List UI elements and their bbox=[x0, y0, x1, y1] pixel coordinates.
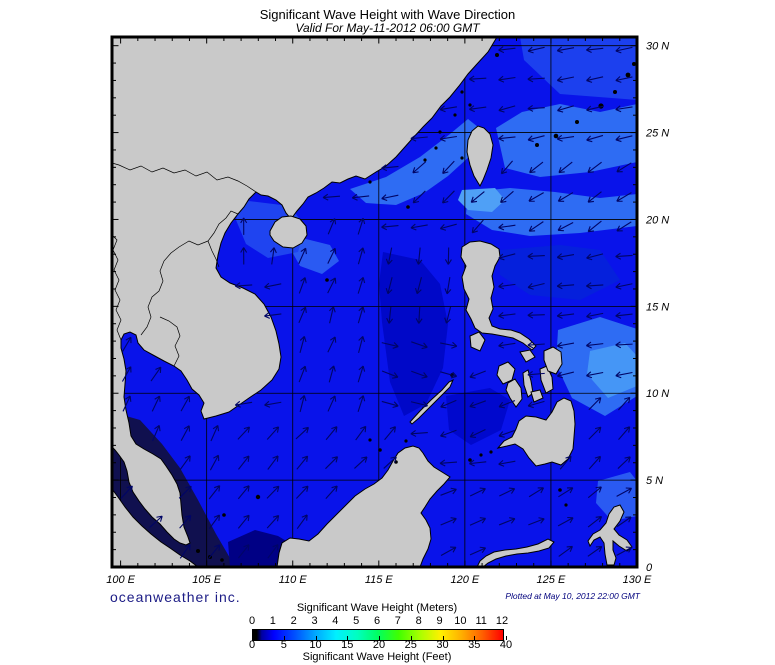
feet-tick-number: 0 bbox=[248, 639, 256, 651]
asia-mainland bbox=[111, 36, 498, 546]
meters-tick-number: 0 bbox=[248, 615, 256, 627]
meters-tick-number: 1 bbox=[269, 615, 276, 627]
samar-island bbox=[543, 346, 563, 375]
negros-island bbox=[505, 378, 523, 408]
sulawesi-island bbox=[476, 538, 555, 568]
lon-label: 115 E bbox=[365, 574, 394, 586]
land-layer bbox=[111, 36, 633, 568]
feet-tick-number: 30 bbox=[436, 639, 449, 651]
lon-label: 100 E bbox=[106, 574, 135, 586]
lat-label: 30 N bbox=[646, 41, 669, 53]
taiwan-island bbox=[466, 125, 494, 188]
lon-label: 120 E bbox=[450, 574, 479, 586]
lon-label: 125 E bbox=[537, 574, 566, 586]
axis-labels: 100 E 105 E 110 E 115 E 120 E 125 E 130 E0 5 N 1… bbox=[106, 41, 669, 586]
halmahera-island bbox=[587, 504, 633, 566]
lon-label: 110 E bbox=[279, 574, 308, 586]
valid-time-subtitle: Valid For May-11-2012 06:00 GMT bbox=[295, 21, 480, 35]
feet-tick-number: 10 bbox=[309, 639, 322, 651]
legend-meters-label: Significant Wave Height (Meters) bbox=[296, 602, 458, 614]
feet-tick-number: 25 bbox=[404, 639, 417, 651]
feet-tick-number: 5 bbox=[280, 639, 287, 651]
lat-label: 10 N bbox=[646, 388, 669, 400]
page-title: Significant Wave Height with Wave Direct… bbox=[259, 7, 516, 22]
lat-label: 0 bbox=[646, 562, 653, 574]
wave-direction-arrows bbox=[120, 46, 633, 559]
meters-tick-number: 2 bbox=[290, 615, 297, 627]
luzon-island bbox=[460, 240, 537, 351]
meters-tick-number: 6 bbox=[373, 615, 381, 627]
meters-tick-number: 9 bbox=[436, 615, 443, 627]
meters-tick-number: 10 bbox=[454, 615, 467, 627]
oceanweather-logo: oceanweather inc. bbox=[110, 589, 241, 605]
meters-tick-number: 12 bbox=[495, 615, 509, 627]
feet-tick-number: 20 bbox=[372, 639, 386, 651]
lon-label: 130 E bbox=[623, 574, 652, 586]
mindanao-island bbox=[496, 397, 576, 467]
mindoro-island bbox=[469, 331, 486, 352]
meters-tick-number: 7 bbox=[394, 615, 401, 627]
small-islands bbox=[196, 53, 636, 562]
hainan-island bbox=[269, 215, 308, 249]
masbate-island bbox=[519, 349, 536, 363]
plotted-at-timestamp: Plotted at May 10, 2012 22:00 GMT bbox=[505, 591, 640, 601]
feet-tick-number: 15 bbox=[341, 639, 354, 651]
meters-tick-number: 3 bbox=[311, 615, 318, 627]
meters-tick-number: 11 bbox=[475, 615, 487, 627]
meters-tick-number: 8 bbox=[415, 615, 422, 627]
lat-label: 15 N bbox=[646, 301, 669, 313]
lat-label: 20 N bbox=[645, 214, 669, 226]
map-frame bbox=[110, 35, 639, 569]
feet-tick-number: 35 bbox=[468, 639, 481, 651]
colorbar bbox=[252, 629, 504, 641]
meters-tick-number: 5 bbox=[353, 615, 360, 627]
feet-tick-number: 40 bbox=[499, 639, 513, 651]
panay-island bbox=[496, 361, 516, 385]
meters-tick-number: 4 bbox=[332, 615, 339, 627]
lon-label: 105 E bbox=[192, 574, 221, 586]
borneo-island bbox=[276, 445, 451, 568]
lat-label: 25 N bbox=[645, 128, 669, 140]
bohol-island bbox=[530, 389, 544, 403]
country-borders bbox=[111, 162, 257, 367]
palawan-island bbox=[409, 378, 454, 425]
legend-feet-label: Significant Wave Height (Feet) bbox=[302, 651, 452, 663]
lat-label: 5 N bbox=[646, 475, 663, 487]
